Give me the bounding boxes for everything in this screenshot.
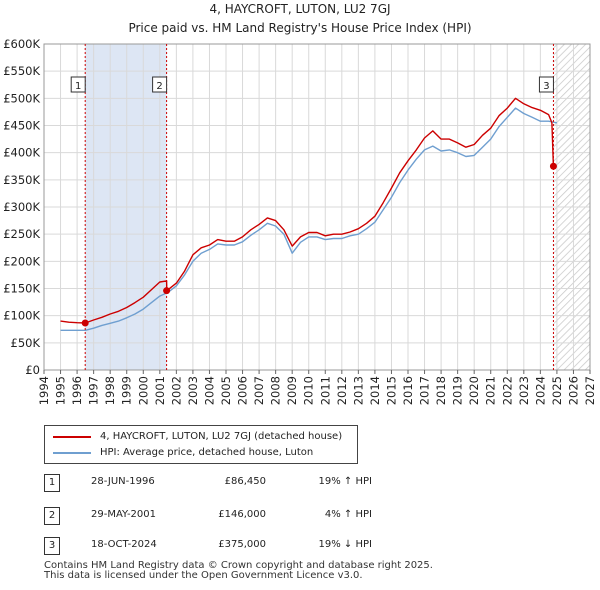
footer-notice: Contains HM Land Registry data © Crown c…	[44, 561, 433, 581]
x-tick-label: 2003	[186, 376, 200, 405]
sale-date: 18-OCT-2024	[91, 539, 157, 550]
y-tick-label: £150K	[3, 282, 40, 296]
x-tick-label: 1996	[70, 376, 84, 405]
sale-hpi-diff: 19% ↑ HPI	[318, 476, 372, 487]
legend-label-hpi: HPI: Average price, detached house, Luto…	[100, 447, 314, 458]
x-tick-label: 2015	[384, 376, 398, 405]
x-tick-label: 2008	[269, 376, 283, 405]
sale-point	[549, 162, 557, 170]
x-tick-label: 1998	[103, 376, 117, 405]
x-axis-ticks: 1994 1995 1996 1997 1998 1999 2000 2001 2002 2003…	[37, 370, 597, 405]
y-tick-label: £400K	[3, 146, 40, 160]
y-tick-label: £350K	[3, 173, 40, 187]
x-tick-label: 2022	[500, 376, 514, 405]
sale-row: 1 28-JUN-1996 £86,450 19% ↑ HPI	[44, 474, 404, 492]
x-tick-label: 2009	[285, 376, 299, 405]
y-tick-label: £500K	[3, 91, 40, 105]
x-tick-label: 2012	[335, 376, 349, 405]
x-tick-label: 2027	[583, 376, 597, 405]
sale-number: 1	[44, 474, 60, 492]
sale-row: 2 29-MAY-2001 £146,000 4% ↑ HPI	[44, 507, 404, 525]
sale-number: 2	[44, 507, 60, 525]
x-tick-label: 2016	[401, 376, 415, 405]
sale-hpi-diff: 4% ↑ HPI	[324, 509, 372, 520]
x-tick-label: 2002	[169, 376, 183, 405]
y-axis-ticks: £0 £50K £100K £150K £200K £250K £300K £350K £400…	[3, 37, 40, 377]
sale-marker-label: 3	[543, 81, 549, 92]
sale-marker-box	[152, 76, 168, 93]
footer-line-licence: This data is licensed under the Open Gov…	[44, 570, 363, 581]
x-tick-label: 1997	[87, 376, 101, 405]
x-tick-label: 2024	[533, 376, 547, 405]
x-tick-label: 2021	[484, 376, 498, 405]
sale-date: 29-MAY-2001	[91, 509, 157, 520]
sale-price: £146,000	[218, 509, 266, 520]
sale-point	[81, 319, 89, 327]
y-tick-label: £450K	[3, 119, 40, 133]
y-tick-label: £550K	[3, 64, 40, 78]
y-tick-label: £300K	[3, 200, 40, 214]
sale-marker-box	[538, 76, 554, 93]
x-tick-label: 1999	[120, 376, 134, 405]
y-tick-label: £600K	[3, 37, 40, 51]
price-chart: 4, HAYCROFT, LUTON, LU2 7GJ Price paid v…	[3, 2, 597, 405]
grid-lines	[43, 43, 591, 371]
legend-label-property: 4, HAYCROFT, LUTON, LU2 7GJ (detached ho…	[100, 431, 343, 442]
sale-annotations: 1 2 3	[70, 44, 557, 370]
sale-point	[163, 287, 171, 295]
y-tick-label: £50K	[11, 336, 41, 350]
sale-date: 28-JUN-1996	[91, 476, 155, 487]
x-tick-label: 2010	[302, 376, 316, 405]
y-tick-label: £200K	[3, 254, 40, 268]
sale-number: 3	[44, 537, 60, 555]
x-tick-label: 2017	[418, 376, 432, 405]
x-tick-label: 2018	[434, 376, 448, 405]
x-tick-label: 2020	[467, 376, 481, 405]
sale-row: 3 18-OCT-2024 £375,000 19% ↓ HPI	[44, 537, 404, 555]
series-lines	[60, 97, 558, 331]
y-tick-label: £100K	[3, 309, 40, 323]
x-tick-label: 2007	[252, 376, 266, 405]
chart-subtitle: Price paid vs. HM Land Registry's House …	[128, 21, 471, 35]
x-tick-label: 2019	[451, 376, 465, 405]
x-tick-label: 2013	[351, 376, 365, 405]
footer-line-copyright: Contains HM Land Registry data © Crown c…	[44, 560, 433, 571]
x-tick-label: 2006	[236, 376, 250, 405]
x-tick-label: 2026	[566, 376, 580, 405]
x-tick-label: 2001	[153, 376, 167, 405]
chart-legend: 4, HAYCROFT, LUTON, LU2 7GJ (detached ho…	[44, 425, 358, 464]
y-tick-label: £250K	[3, 227, 40, 241]
x-tick-label: 2004	[202, 376, 216, 405]
chart-title: 4, HAYCROFT, LUTON, LU2 7GJ	[209, 2, 390, 16]
x-tick-label: 2005	[219, 376, 233, 405]
sale-price: £86,450	[224, 476, 266, 487]
x-tick-label: 2023	[517, 376, 531, 405]
sale-price: £375,000	[218, 539, 266, 550]
plot-border	[43, 43, 591, 371]
y-tick-label: £0	[25, 363, 40, 377]
x-tick-label: 2000	[136, 376, 150, 405]
x-tick-label: 1995	[54, 376, 68, 405]
sale-marker-label: 1	[75, 81, 81, 92]
x-tick-label: 2025	[550, 376, 564, 405]
sale-hpi-diff: 19% ↓ HPI	[318, 539, 372, 550]
x-tick-label: 2011	[318, 376, 332, 405]
sale-marker-label: 2	[156, 81, 162, 92]
hpi-series-line	[60, 107, 558, 331]
x-tick-label: 2014	[368, 376, 382, 405]
legend-swatch-property	[53, 436, 91, 438]
sale-marker-box	[70, 76, 86, 93]
legend-swatch-hpi	[53, 452, 91, 454]
property-series-line	[60, 97, 555, 324]
x-tick-label: 1994	[37, 376, 51, 405]
